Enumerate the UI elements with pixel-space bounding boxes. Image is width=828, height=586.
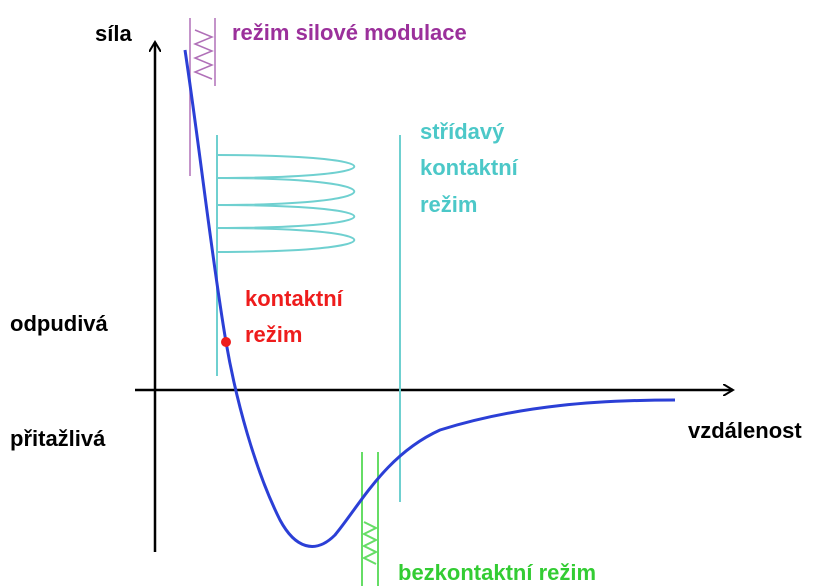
tapping-label: režim xyxy=(420,192,477,217)
force-modulation-marker xyxy=(189,18,216,176)
tapping-label: kontaktní xyxy=(420,155,519,180)
y-axis-label: síla xyxy=(95,21,132,46)
force-curve xyxy=(183,49,676,548)
contact-point xyxy=(221,337,231,347)
contact-label: kontaktní xyxy=(245,286,344,311)
contact-label: režim xyxy=(245,322,302,347)
repulsive-label: odpudivá xyxy=(10,311,109,336)
tapping-marker xyxy=(216,135,401,502)
force-modulation-label: režim silové modulace xyxy=(232,20,467,45)
x-axis-label: vzdálenost xyxy=(688,418,802,443)
attractive-label: přitažlivá xyxy=(10,426,106,451)
tapping-label: střídavý xyxy=(420,119,505,144)
non-contact-label: bezkontaktní režim xyxy=(398,560,596,585)
non-contact-marker xyxy=(361,452,379,586)
